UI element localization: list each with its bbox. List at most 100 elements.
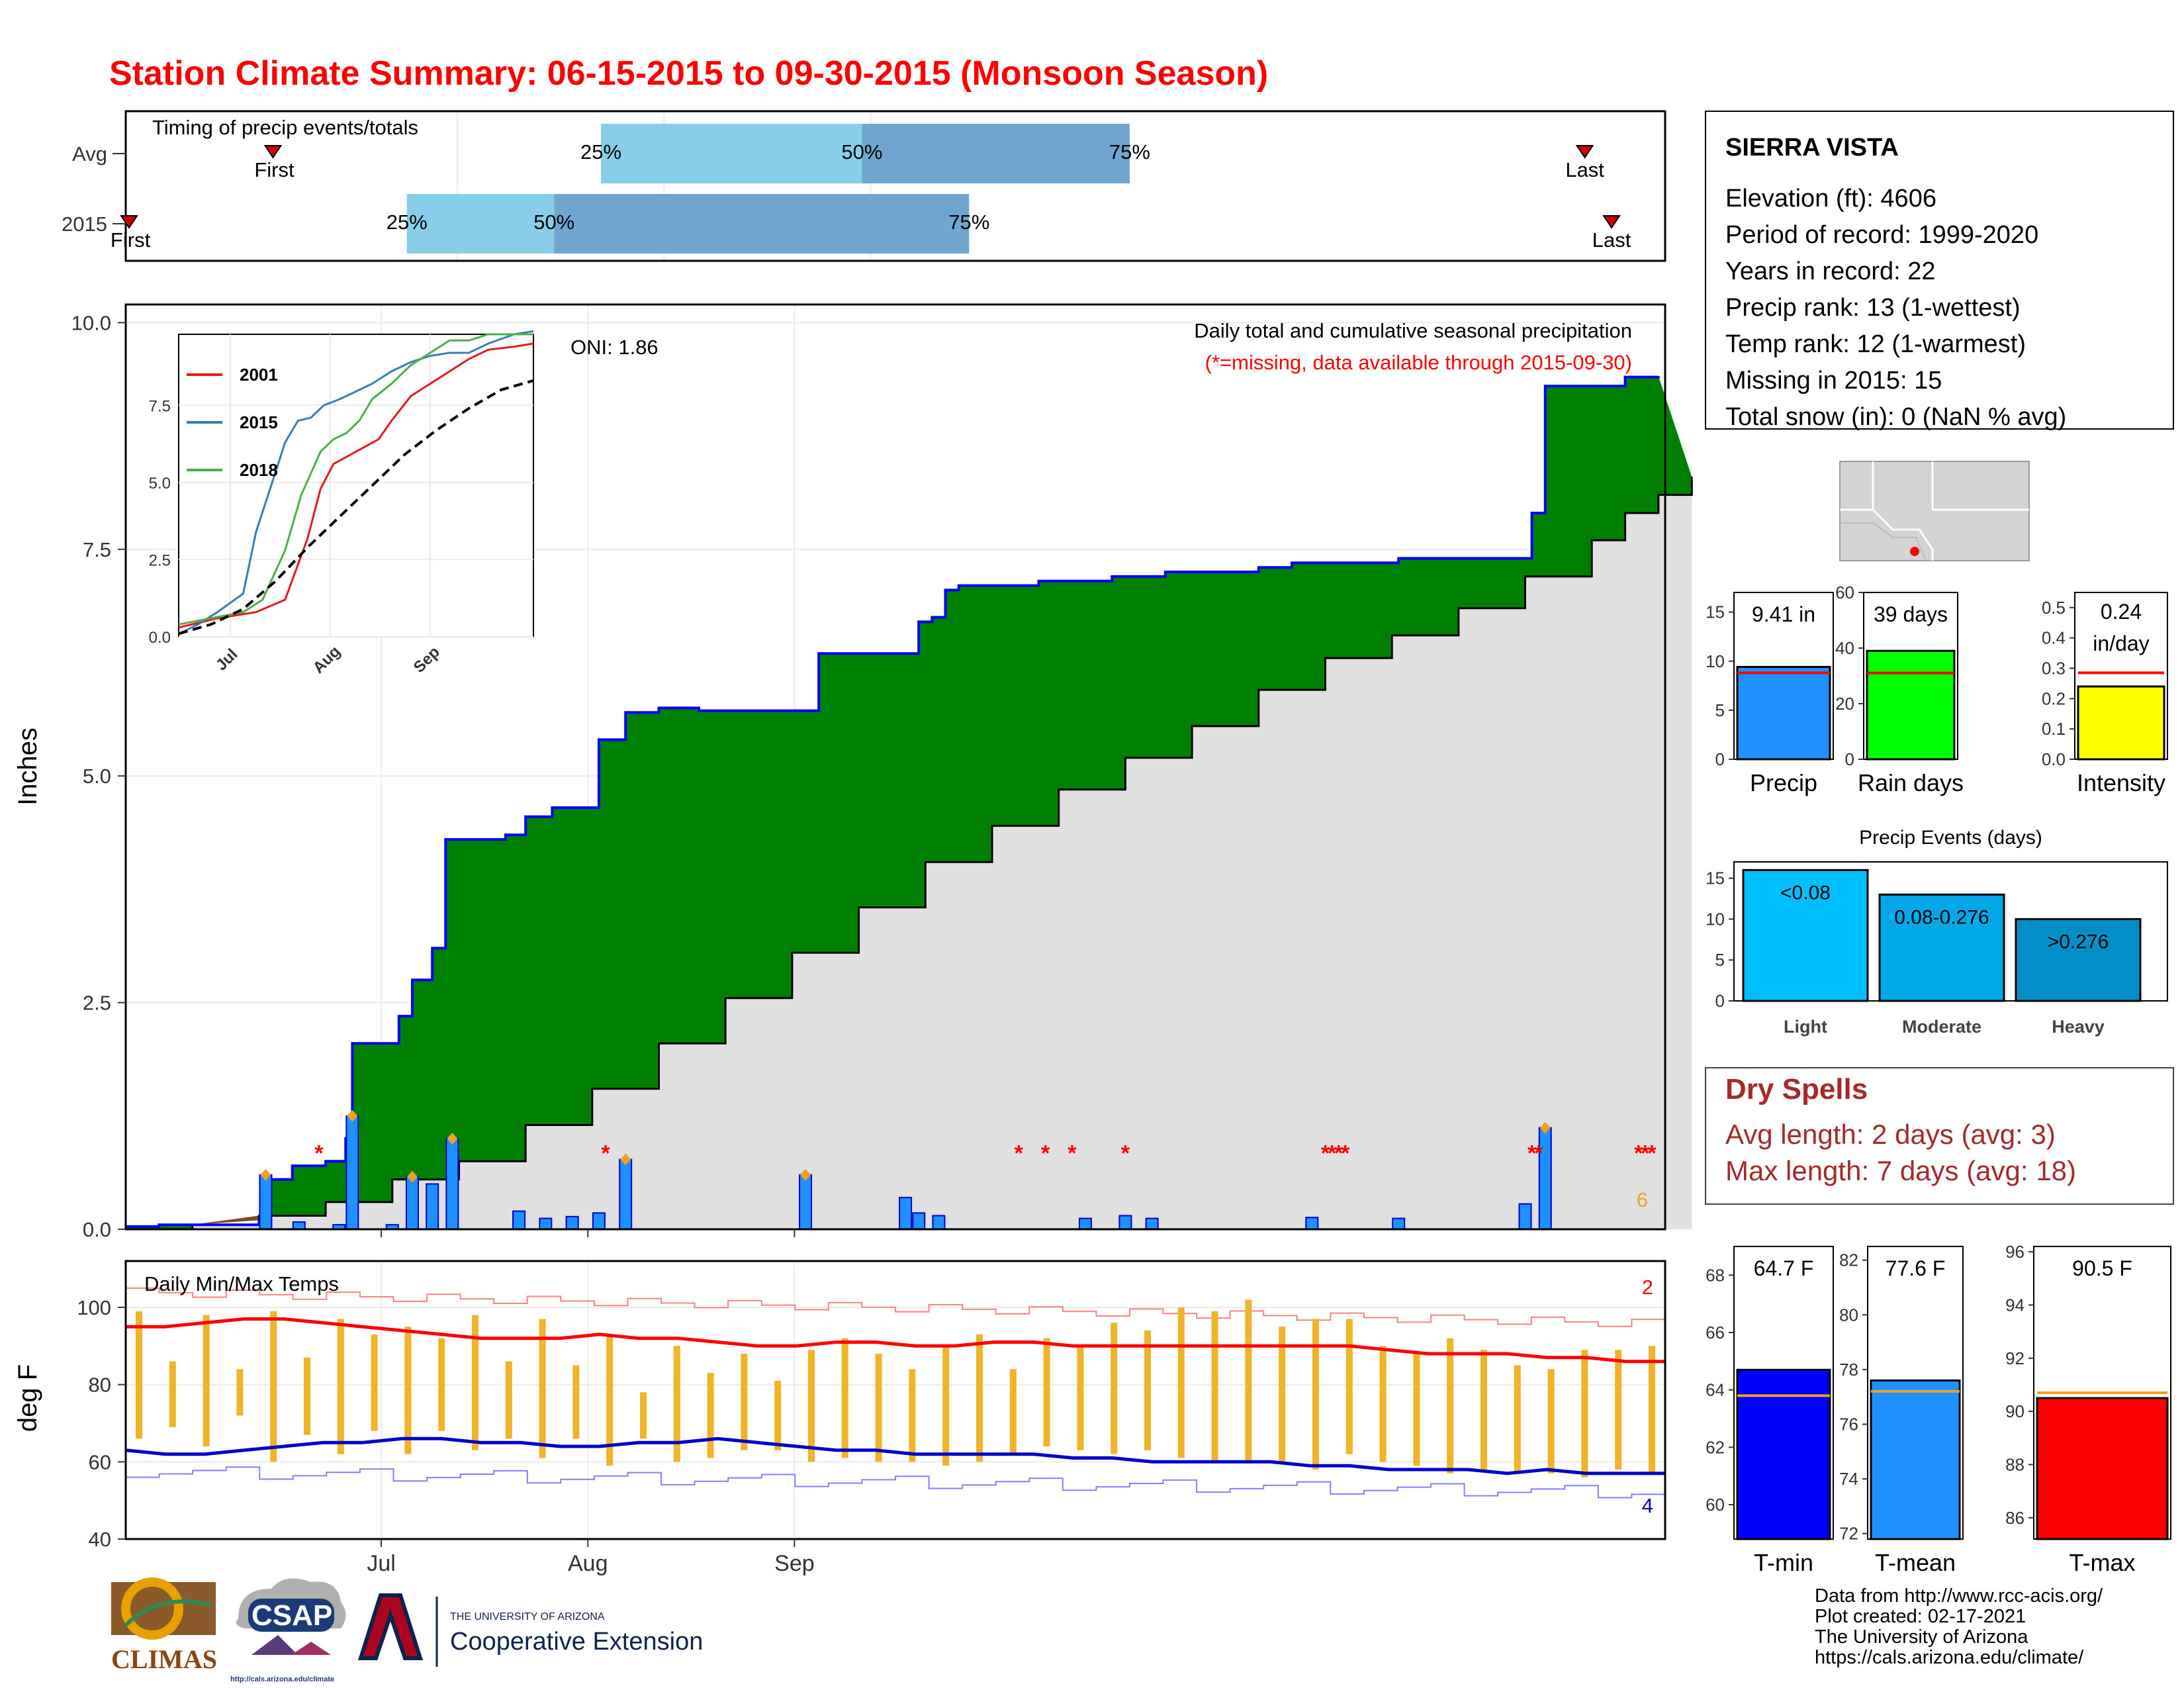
y-tick-label: 20 xyxy=(1835,694,1854,714)
oni-label: ONI: 1.86 xyxy=(570,336,659,359)
y-tick-label: 10.0 xyxy=(71,311,111,334)
corner-label: 2 xyxy=(1642,1276,1653,1299)
record-min-line xyxy=(126,1466,1665,1499)
record-max-line xyxy=(126,1287,1665,1327)
y-tick-label: 15 xyxy=(1706,602,1725,622)
bar-value-label: 77.6 F xyxy=(1886,1256,1946,1280)
y-tick-label: 76 xyxy=(1839,1415,1858,1434)
station-location-marker xyxy=(1910,547,1919,556)
y-tick-label: 88 xyxy=(2005,1454,2025,1474)
daily-precip-bar xyxy=(619,1158,633,1230)
event-category-label: Heavy xyxy=(2052,1017,2105,1037)
station-line-years: Years in record: 22 xyxy=(1725,258,1936,285)
missing-day-marker: * xyxy=(1647,1141,1657,1166)
daily-precip-bar xyxy=(405,1176,419,1230)
temp-panel-label: Daily Min/Max Temps xyxy=(144,1272,339,1295)
summary-bar xyxy=(2077,685,2165,761)
daily-precip-bar xyxy=(799,1174,813,1230)
y-tick-label: 0.4 xyxy=(2042,628,2066,648)
daily-temp-bar xyxy=(236,1369,244,1416)
daily-temp-bar xyxy=(1077,1346,1084,1450)
y-tick-label: 0.1 xyxy=(2042,719,2066,739)
daily-precip-bar xyxy=(539,1217,553,1230)
bar-value-label: 39 days xyxy=(1874,602,1948,626)
summary-bar xyxy=(1736,1368,1831,1540)
y-tick-label: 68 xyxy=(1706,1265,1725,1285)
precip-subheader: (*=missing, data available through 2015-… xyxy=(1205,351,1632,374)
bar-value-unit: in/day xyxy=(2093,632,2149,655)
y-tick-label: 0.0 xyxy=(2042,749,2066,769)
inset-series-line xyxy=(178,333,533,626)
inset-frame xyxy=(178,334,534,637)
bar-category-label: Intensity xyxy=(2077,769,2165,796)
daily-temp-bar xyxy=(1447,1338,1454,1474)
station-line-temp-rank: Temp rank: 12 (1-warmest) xyxy=(1725,330,2026,358)
precip-events-chart: Precip Events (days) 0 5 10 15 <0.08 Light 0.08… xyxy=(1706,827,2168,1037)
y-tick-label: 96 xyxy=(2005,1242,2025,1262)
event-bar xyxy=(2015,917,2142,1002)
events-title: Precip Events (days) xyxy=(1859,827,2042,849)
inset-y-tick-label: 5.0 xyxy=(149,475,171,492)
daily-precip-bar xyxy=(1145,1217,1159,1230)
temp-background xyxy=(126,1261,1665,1539)
y-tick-label: 10 xyxy=(1706,651,1725,671)
station-line-missing: Missing in 2015: 15 xyxy=(1725,367,1942,395)
ua-logo: THE UNIVERSITY OF ARIZONA Cooperative Ex… xyxy=(357,1593,703,1667)
bar-category-label: T-max xyxy=(2069,1549,2135,1576)
timing-q50-label: 50% xyxy=(841,140,882,164)
daily-temp-bar xyxy=(404,1327,412,1454)
daily-temp-bar xyxy=(1581,1350,1588,1477)
missing-day-marker: * xyxy=(1341,1141,1350,1166)
y-tick-label: 62 xyxy=(1706,1437,1725,1457)
daily-temp-bar xyxy=(136,1311,142,1439)
timing-label: Timing of precip events/totals xyxy=(152,116,418,139)
y-tick-label: 5 xyxy=(1715,700,1725,720)
daily-temp-bar xyxy=(1649,1346,1655,1474)
legend-label: 2001 xyxy=(240,365,278,385)
summary-bar xyxy=(1870,1379,1961,1540)
daily-temp-bar xyxy=(1043,1338,1050,1446)
daily-precip-marker xyxy=(347,1109,358,1122)
daily-temp-bar xyxy=(606,1334,614,1466)
bar-category-label: T-mean xyxy=(1875,1549,1956,1576)
credits: Data from http://www.rcc-acis.org/ Plot … xyxy=(1815,1585,2103,1668)
credit-line: Plot created: 02-17-2021 xyxy=(1815,1606,2026,1627)
event-bar-label: <0.08 xyxy=(1780,882,1831,904)
daily-temp-bar xyxy=(1379,1346,1387,1462)
temp-panel: 40 60 80 100 deg F Daily Min/Max Temps 2 4 Jul Au… xyxy=(13,1229,1666,1576)
missing-day-marker: * xyxy=(1121,1141,1130,1166)
summary-bar xyxy=(2036,1397,2169,1540)
daily-precip-bar xyxy=(292,1221,306,1230)
daily-temp-bar xyxy=(1009,1369,1017,1454)
y-tick-label: 72 xyxy=(1839,1524,1858,1544)
temp-frame xyxy=(124,1260,1666,1540)
y-tick-label: 0.5 xyxy=(2042,598,2066,618)
daily-temp-bar xyxy=(909,1369,916,1462)
daily-temp-bar xyxy=(1480,1350,1487,1470)
daily-temp-bar xyxy=(304,1357,310,1435)
daily-temp-bar xyxy=(1345,1319,1353,1454)
x-tick-label: Jul xyxy=(367,1551,395,1576)
dry-spells-title: Dry Spells xyxy=(1725,1073,1868,1105)
first-event-marker xyxy=(120,215,138,229)
last-event-marker xyxy=(1602,215,1621,229)
daily-precip-bar xyxy=(899,1197,913,1230)
csap-logo-text: CSAP xyxy=(251,1599,332,1632)
climas-logo-text: CLIMAS xyxy=(111,1644,217,1674)
daily-precip-bar xyxy=(1305,1217,1319,1230)
station-line-period: Period of record: 1999-2020 xyxy=(1725,221,2038,249)
daily-temp-bar xyxy=(1615,1350,1622,1470)
daily-temp-bar xyxy=(1279,1327,1286,1462)
y-tick-label: 0 xyxy=(1845,749,1854,769)
legend-label: 2015 xyxy=(240,412,278,432)
bar-category-label: Precip xyxy=(1750,769,1817,796)
summary-bar xyxy=(1866,649,1956,761)
daily-temp-bar xyxy=(337,1319,344,1454)
daily-temp-bar xyxy=(707,1373,714,1458)
daily-precip-bar xyxy=(932,1215,946,1231)
daily-temp-bar xyxy=(572,1365,580,1439)
y-tick-label: 2.5 xyxy=(83,992,111,1015)
bar-value-label: 90.5 F xyxy=(2072,1256,2132,1280)
timing-q25-label: 25% xyxy=(387,211,428,234)
